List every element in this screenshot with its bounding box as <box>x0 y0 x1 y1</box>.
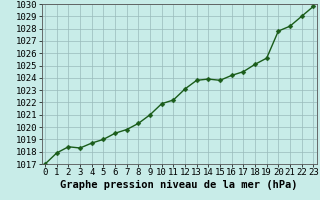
X-axis label: Graphe pression niveau de la mer (hPa): Graphe pression niveau de la mer (hPa) <box>60 180 298 190</box>
